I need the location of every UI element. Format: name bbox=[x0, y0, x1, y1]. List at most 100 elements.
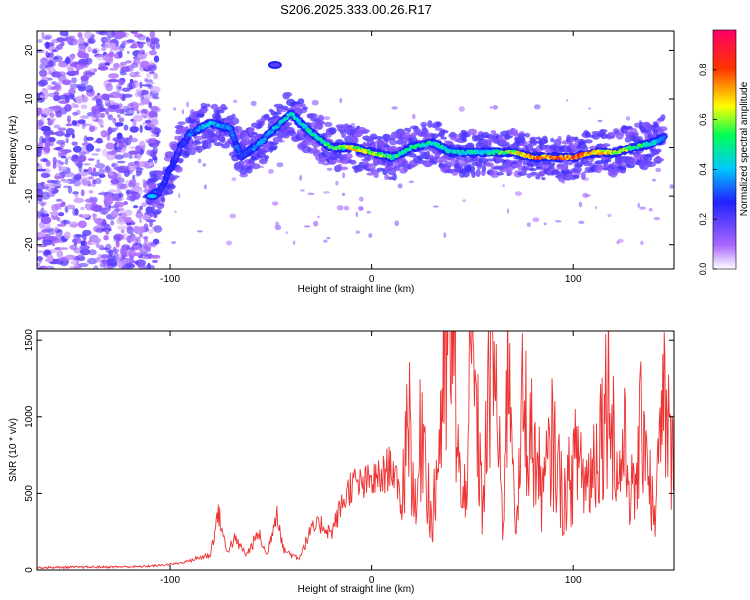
ridge-halo bbox=[213, 142, 223, 147]
noise-blob bbox=[148, 110, 157, 118]
noise-blob bbox=[123, 219, 134, 223]
noise-blob bbox=[65, 137, 69, 144]
noise-blob bbox=[122, 93, 133, 98]
noise-blob bbox=[81, 145, 87, 153]
noise-blob bbox=[462, 199, 467, 203]
noise-blob bbox=[323, 191, 330, 194]
noise-blob bbox=[131, 137, 138, 143]
noise-blob bbox=[355, 230, 360, 234]
ridge-halo bbox=[653, 123, 660, 128]
ridge-halo bbox=[270, 145, 277, 151]
y-tick-label: 1000 bbox=[24, 405, 35, 428]
noise-blob bbox=[66, 39, 74, 42]
noise-blob bbox=[136, 209, 142, 213]
noise-blob bbox=[119, 79, 125, 86]
ridge-core bbox=[158, 189, 162, 193]
ridge-halo bbox=[286, 130, 297, 137]
noise-blob bbox=[98, 244, 104, 251]
ridge-halo bbox=[455, 159, 460, 165]
noise-blob bbox=[56, 223, 67, 227]
noise-blob bbox=[77, 220, 87, 229]
noise-blob bbox=[56, 249, 64, 258]
ridge-halo bbox=[300, 103, 306, 108]
noise-blob bbox=[150, 86, 161, 94]
ridge-halo bbox=[535, 166, 544, 170]
noise-blob bbox=[276, 162, 284, 168]
ridge-core bbox=[236, 148, 241, 152]
noise-blob bbox=[62, 180, 71, 184]
noise-blob bbox=[92, 49, 98, 54]
spectrogram-ridge bbox=[144, 61, 669, 216]
noise-blob bbox=[68, 93, 75, 100]
ridge-halo bbox=[530, 139, 538, 146]
noise-blob bbox=[533, 104, 541, 110]
noise-blob bbox=[104, 100, 110, 104]
noise-blob bbox=[41, 32, 45, 37]
ridge-halo bbox=[431, 133, 439, 139]
noise-blob bbox=[148, 50, 157, 56]
noise-blob bbox=[58, 203, 63, 208]
noise-blob bbox=[109, 150, 118, 156]
noise-blob bbox=[76, 161, 83, 169]
ridge-halo bbox=[369, 163, 376, 171]
noise-blob bbox=[669, 184, 674, 189]
noise-blob bbox=[133, 252, 142, 257]
ridge-halo bbox=[264, 155, 269, 160]
noise-blob bbox=[39, 265, 44, 269]
noise-blob bbox=[95, 148, 101, 152]
noise-blob bbox=[84, 71, 96, 76]
ridge-core bbox=[160, 186, 164, 190]
noise-blob bbox=[103, 197, 114, 206]
noise-blob bbox=[71, 141, 78, 146]
noise-blob bbox=[133, 205, 139, 209]
ridge-core bbox=[322, 140, 327, 144]
noise-blob bbox=[148, 101, 153, 109]
ridge-halo bbox=[171, 175, 180, 179]
noise-blob bbox=[96, 137, 103, 144]
ridge-halo bbox=[467, 128, 478, 135]
noise-blob bbox=[64, 231, 71, 240]
y-tick-label: 1500 bbox=[24, 329, 35, 352]
noise-blob bbox=[95, 177, 102, 185]
noise-blob bbox=[55, 110, 63, 118]
ridge-halo bbox=[150, 206, 156, 213]
noise-blob bbox=[78, 86, 86, 92]
noise-blob bbox=[137, 41, 144, 49]
noise-blob bbox=[118, 212, 122, 216]
noise-blob bbox=[51, 204, 59, 212]
noise-blob bbox=[135, 167, 143, 174]
noise-blob bbox=[117, 225, 127, 230]
noise-blob bbox=[37, 191, 44, 198]
x-tick-label: 0 bbox=[369, 274, 375, 285]
ridge-core bbox=[277, 124, 281, 128]
noise-blob bbox=[39, 95, 44, 98]
ridge-halo bbox=[229, 117, 240, 125]
noise-blob bbox=[616, 240, 620, 245]
colorbar: 0.0 0.2 0.4 0.6 0.8 Normalized spectral ampl… bbox=[698, 29, 750, 275]
noise-blob bbox=[87, 46, 92, 53]
noise-blob bbox=[275, 221, 280, 227]
noise-blob bbox=[71, 77, 77, 84]
noise-blob bbox=[92, 179, 97, 185]
ridge-halo bbox=[297, 98, 305, 105]
snr-frame bbox=[36, 330, 675, 571]
noise-blob bbox=[37, 216, 43, 219]
noise-blob bbox=[55, 232, 61, 237]
noise-blob bbox=[359, 206, 364, 211]
noise-blob bbox=[79, 245, 90, 250]
noise-blob bbox=[78, 262, 89, 268]
noise-blob bbox=[122, 258, 131, 263]
noise-blob bbox=[339, 97, 343, 104]
noise-blob bbox=[181, 109, 184, 115]
noise-blob bbox=[129, 80, 138, 84]
noise-blob bbox=[127, 103, 135, 107]
ridge-halo bbox=[302, 106, 308, 110]
ridge-halo bbox=[366, 155, 372, 161]
noise-blob bbox=[40, 216, 52, 225]
noise-blob bbox=[607, 213, 612, 218]
noise-blob bbox=[53, 94, 61, 102]
noise-blob bbox=[85, 198, 96, 204]
noise-blob bbox=[37, 125, 43, 130]
noise-blob bbox=[141, 202, 148, 208]
noise-blob bbox=[123, 201, 128, 206]
